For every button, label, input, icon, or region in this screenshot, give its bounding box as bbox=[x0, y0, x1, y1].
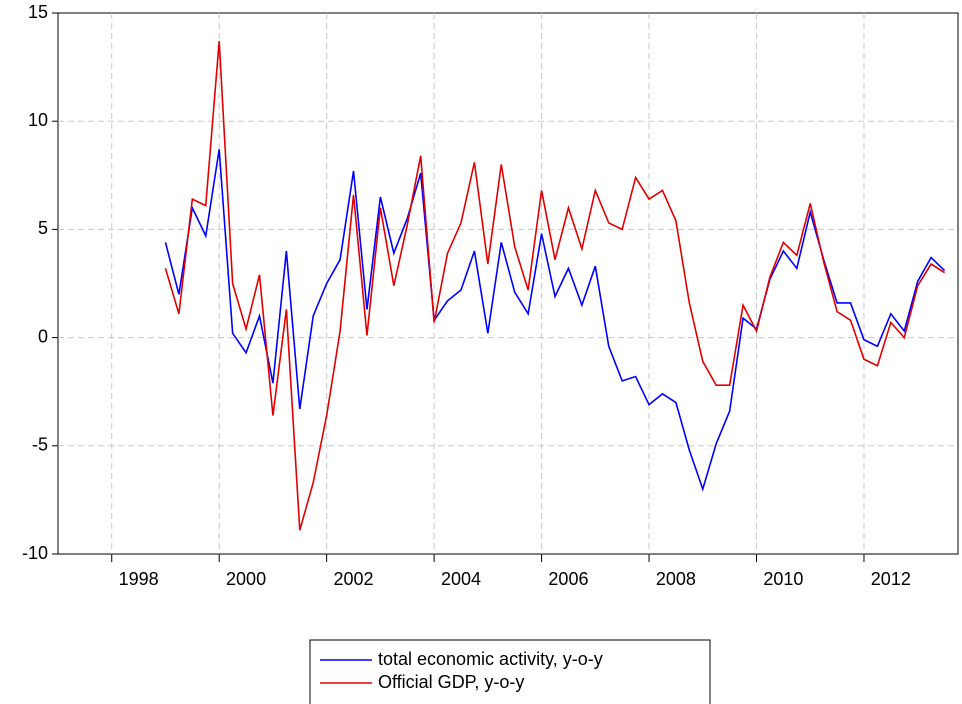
y-tick-label: 5 bbox=[38, 218, 48, 238]
y-tick-label: 0 bbox=[38, 326, 48, 346]
plot-frame bbox=[57, 12, 959, 555]
x-tick-label: 2012 bbox=[871, 569, 911, 589]
legend-box bbox=[309, 639, 711, 704]
x-tick-label: 2002 bbox=[333, 569, 373, 589]
x-tick-label: 2010 bbox=[763, 569, 803, 589]
series-line bbox=[164, 41, 946, 531]
series-line bbox=[164, 149, 946, 492]
x-tick-label: 2008 bbox=[656, 569, 696, 589]
x-tick-label: 2006 bbox=[548, 569, 588, 589]
y-tick-label: -10 bbox=[22, 543, 48, 563]
x-tick-label: 2000 bbox=[226, 569, 266, 589]
legend-label: total economic activity, y-o-y bbox=[378, 649, 603, 669]
y-tick-label: 10 bbox=[28, 110, 48, 130]
legend-label: Official GDP, y-o-y bbox=[378, 672, 524, 692]
x-tick-label: 1998 bbox=[119, 569, 159, 589]
x-tick-label: 2004 bbox=[441, 569, 481, 589]
y-tick-label: -5 bbox=[32, 435, 48, 455]
y-tick-label: 15 bbox=[28, 2, 48, 22]
